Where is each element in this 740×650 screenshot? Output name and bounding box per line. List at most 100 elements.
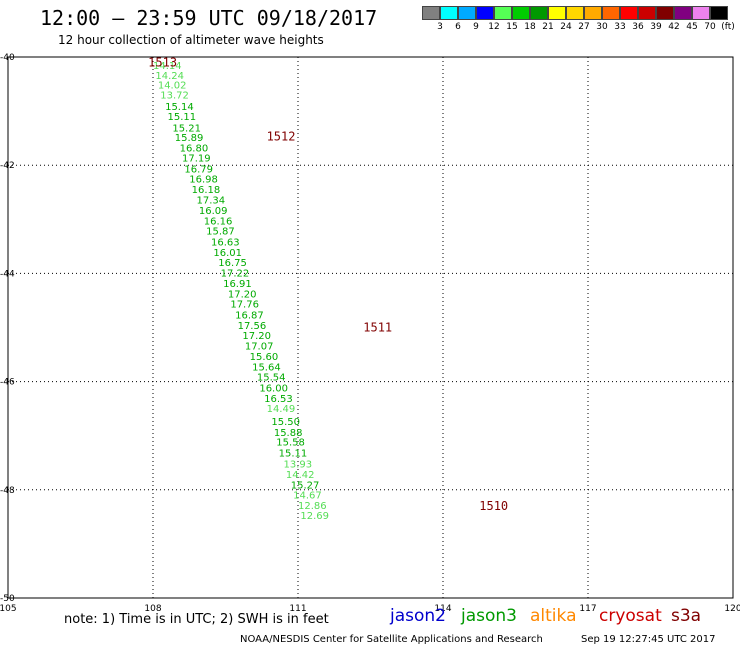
colorbar-label: 3: [437, 22, 443, 32]
colorbar-swatch: [638, 6, 656, 20]
swh-value-label: 16.75: [218, 258, 247, 269]
colorbar-swatch: [584, 6, 602, 20]
wave-height-colorbar: [422, 6, 728, 20]
swh-value-label: 14.14: [153, 61, 182, 72]
lat-tick-label: -42: [0, 161, 15, 171]
credit-text: NOAA/NESDIS Center for Satellite Applica…: [240, 634, 543, 645]
colorbar-swatch: [620, 6, 638, 20]
swh-value-label: 14.42: [286, 470, 315, 481]
swh-value-label: 17.07: [245, 341, 274, 352]
colorbar-swatch: [530, 6, 548, 20]
swh-value-label: 15.11: [279, 448, 308, 459]
colorbar-swatch: [512, 6, 530, 20]
swh-value-label: 15.11: [168, 112, 197, 123]
swh-value-label: 17.20: [242, 331, 271, 342]
swh-value-label: 17.22: [221, 268, 250, 279]
colorbar-swatch: [710, 6, 728, 20]
colorbar-label: 27: [578, 22, 590, 32]
swh-value-label: 16.63: [211, 237, 240, 248]
orbit-number-label: 1513: [148, 55, 177, 69]
swh-value-label: 17.34: [197, 195, 226, 206]
swh-value-label: 15.14: [165, 102, 194, 113]
swh-value-label: 14.49: [267, 404, 296, 415]
lon-tick-label: 120: [724, 604, 740, 614]
legend-item-jason3: jason3: [461, 606, 517, 626]
lat-tick-label: -48: [0, 486, 15, 496]
colorbar-label: (ft): [721, 22, 735, 32]
colorbar-label: 12: [488, 22, 500, 32]
lat-tick-label: -50: [0, 594, 15, 604]
swh-value-label: 16.00: [259, 384, 288, 395]
map-subtitle: 12 hour collection of altimeter wave hei…: [58, 33, 324, 47]
swh-value-label: 17.20: [228, 289, 257, 300]
generation-timestamp: Sep 19 12:27:45 UTC 2017: [581, 634, 716, 645]
colorbar-label: 18: [524, 22, 536, 32]
swh-value-label: 16.80: [180, 143, 209, 154]
colorbar-swatch: [602, 6, 620, 20]
swh-value-label: 15.27: [291, 480, 320, 491]
swh-value-label: 17.76: [230, 300, 259, 311]
colorbar-swatch: [674, 6, 692, 20]
colorbar-label: 39: [650, 22, 662, 32]
swh-value-label: 17.19: [182, 154, 211, 165]
swh-value-label: 16.98: [189, 175, 218, 186]
swh-value-label: 16.87: [235, 311, 264, 322]
colorbar-swatch: [548, 6, 566, 20]
legend-item-altika: altika: [530, 606, 577, 626]
colorbar-label: 33: [614, 22, 626, 32]
swh-value-label: 13.93: [284, 459, 313, 470]
swh-value-label: 15.88: [274, 428, 303, 439]
swh-value-label: 14.67: [293, 491, 322, 502]
swh-value-label: 16.09: [199, 206, 228, 217]
orbit-number-label: 1512: [267, 129, 296, 143]
swh-value-label: 15.64: [252, 362, 281, 373]
lon-tick-label: 114: [434, 604, 451, 614]
colorbar-swatch: [476, 6, 494, 20]
swh-value-label: 16.91: [223, 279, 252, 290]
swh-value-label: 15.60: [250, 352, 279, 363]
lat-tick-label: -40: [0, 53, 15, 63]
swh-value-label: 16.18: [192, 185, 221, 196]
footnote: note: 1) Time is in UTC; 2) SWH is in fe…: [64, 612, 329, 627]
colorbar-swatch: [494, 6, 512, 20]
colorbar-swatch: [422, 6, 440, 20]
colorbar-label: 6: [455, 22, 461, 32]
colorbar-swatch: [692, 6, 710, 20]
lat-tick-label: -44: [0, 269, 15, 279]
swh-value-label: 16.01: [213, 248, 242, 259]
colorbar-label: 30: [596, 22, 608, 32]
swh-value-label: 14.24: [155, 71, 184, 82]
legend-item-jason2: jason2: [390, 606, 446, 626]
colorbar-swatch: [566, 6, 584, 20]
colorbar-swatch: [656, 6, 674, 20]
map-title: 12:00 – 23:59 UTC 09/18/2017: [40, 6, 378, 30]
colorbar-label: 45: [686, 22, 698, 32]
swh-value-label: 17.56: [238, 321, 267, 332]
swh-value-label: 15.58: [276, 438, 305, 449]
colorbar-label: 70: [704, 22, 716, 32]
orbit-number-label: 1511: [363, 320, 392, 334]
lon-tick-label: 108: [144, 604, 161, 614]
legend-item-s3a: s3a: [671, 606, 702, 626]
swh-value-label: 15.89: [175, 133, 204, 144]
colorbar-label: 15: [506, 22, 518, 32]
colorbar-label: 42: [668, 22, 680, 32]
swh-value-label: 15.50: [271, 417, 300, 428]
colorbar-label: 9: [473, 22, 479, 32]
colorbar-label: 21: [542, 22, 554, 32]
colorbar-swatch: [440, 6, 458, 20]
colorbar-swatch: [458, 6, 476, 20]
colorbar-label: 36: [632, 22, 644, 32]
swh-value-label: 15.87: [206, 227, 235, 238]
orbit-number-label: 1510: [479, 499, 508, 513]
colorbar-label: 24: [560, 22, 572, 32]
lon-tick-label: 111: [289, 604, 306, 614]
map-frame: [7, 56, 734, 599]
swh-value-label: 12.86: [298, 501, 327, 512]
swh-value-label: 13.72: [160, 90, 189, 101]
colorbar-labels: 3 6 9 12 15 18 21 24 27 30 33 36 39 42 45 70 (ft): [422, 22, 740, 34]
lat-tick-label: -46: [0, 378, 15, 388]
legend-item-cryosat: cryosat: [599, 606, 662, 626]
